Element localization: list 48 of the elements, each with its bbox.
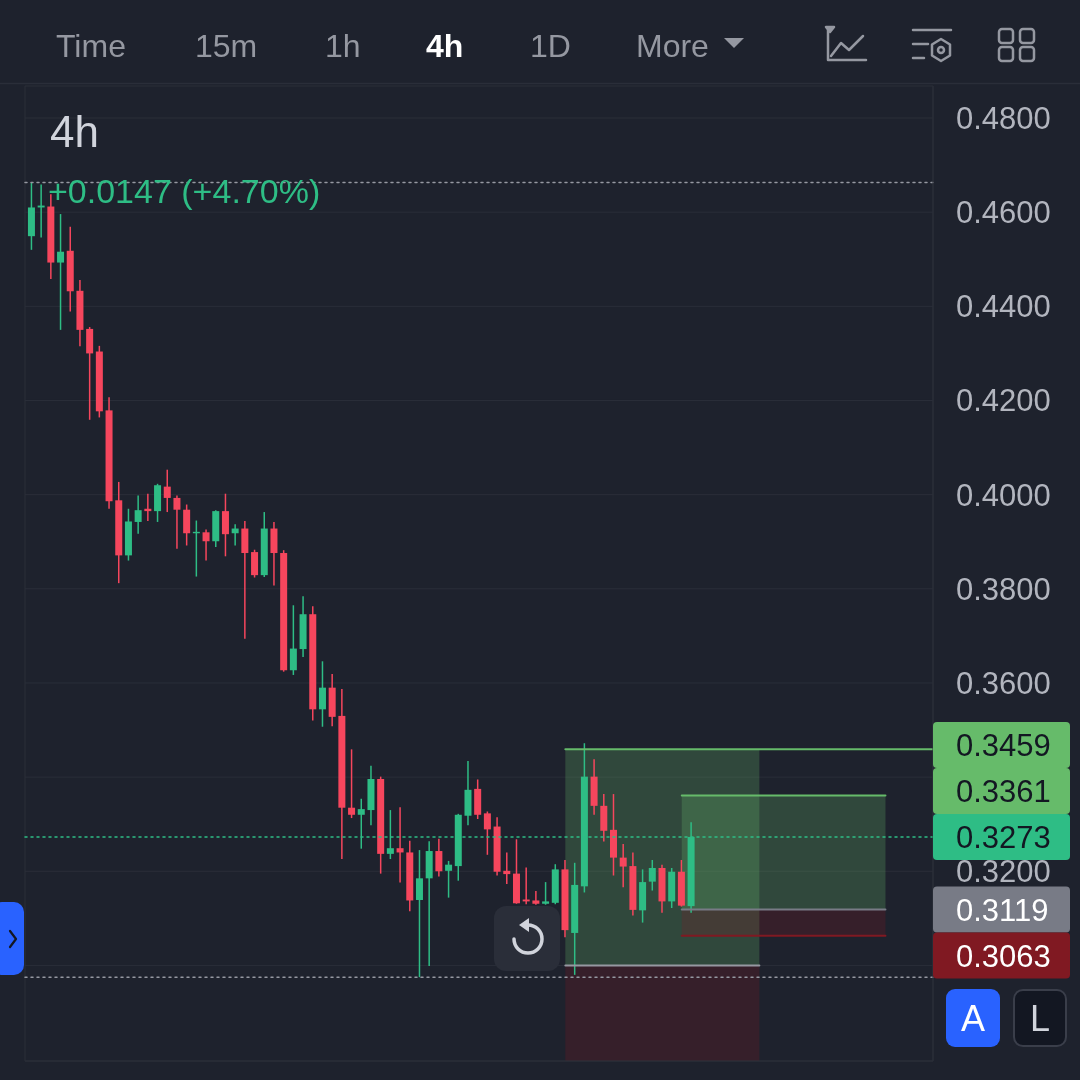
text: 4h <box>50 107 99 156</box>
ref-line-label: 0.3063 <box>956 938 1051 974</box>
candlestick <box>202 528 210 562</box>
annotation: +0.0147 (+4.70%) <box>48 172 321 210</box>
candlestick <box>435 838 443 878</box>
candlestick <box>163 468 171 513</box>
ref-line-label: 0.3273 <box>956 820 1051 856</box>
candlestick <box>173 494 181 550</box>
text: More <box>636 28 709 64</box>
ref-line-label: 0.3119 <box>956 892 1049 928</box>
text: 1D <box>530 28 571 64</box>
y-tick-label: 0.4200 <box>956 383 1051 419</box>
text: Time <box>56 28 126 64</box>
candlestick <box>445 860 453 899</box>
candlestick <box>619 843 627 889</box>
y-tick-label: 0.4400 <box>956 289 1051 325</box>
text: 4h <box>426 28 464 64</box>
candlestick <box>648 859 656 892</box>
candlestick <box>134 494 142 535</box>
price-tag: 0.3361 <box>933 767 1070 814</box>
candlestick <box>503 851 511 885</box>
candlestick <box>318 660 326 728</box>
ref-line-label: 0.3361 <box>956 774 1051 810</box>
candlestick <box>483 810 491 856</box>
text: 15m <box>195 28 258 64</box>
candlestick <box>542 881 550 906</box>
y-tick-label: 0.3600 <box>956 665 1051 701</box>
log-button: L <box>1013 989 1067 1047</box>
candlestick <box>348 748 356 819</box>
candlestick <box>57 213 65 331</box>
price-tag: 0.3273 <box>933 813 1070 860</box>
candlestick <box>251 548 259 579</box>
candlestick <box>221 492 229 558</box>
price-tag: 0.3459 <box>933 721 1070 768</box>
auto-button: A <box>946 989 1000 1047</box>
y-tick-label: 0.3800 <box>956 571 1051 607</box>
y-tick-label: 0.4800 <box>956 101 1051 137</box>
price-tag: 0.3063 <box>933 932 1070 979</box>
y-tick-label: 0.4600 <box>956 195 1051 231</box>
candlestick <box>396 806 404 884</box>
text: 1h <box>325 28 361 64</box>
candlestick <box>532 890 540 906</box>
candlestick <box>183 503 191 547</box>
candlestick <box>415 849 423 978</box>
y-tick-label: 0.4000 <box>956 477 1051 513</box>
ref-line-label: 0.3459 <box>956 728 1051 764</box>
price-tag: 0.3119 <box>933 886 1070 933</box>
candlestick <box>289 604 297 676</box>
